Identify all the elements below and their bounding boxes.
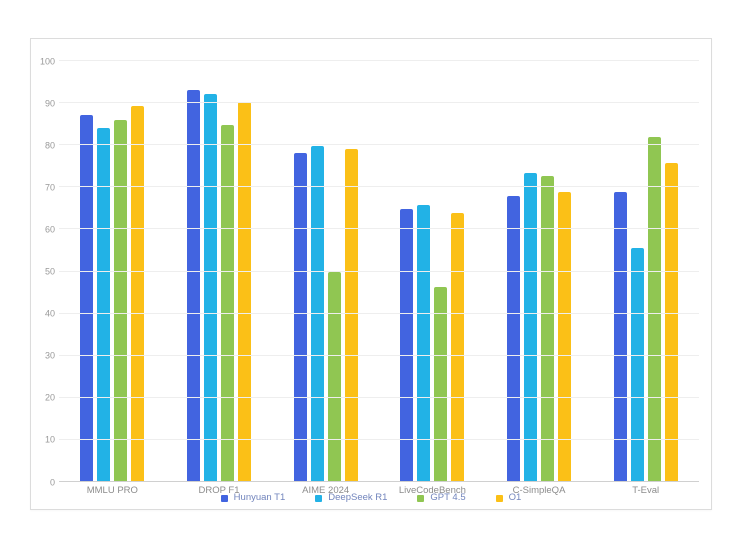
gridline-80 (59, 144, 699, 146)
legend-item-o1: O1 (495, 492, 522, 504)
bar-hunyuan-t1-c-simpleqa (507, 196, 521, 482)
bar-gpt-4-5-t-eval (647, 137, 661, 482)
gridline-30 (59, 354, 699, 356)
bar-deepseek-r1-t-eval (630, 247, 644, 482)
bar-deepseek-r1-mmlu-pro (97, 128, 111, 482)
x-axis-category-label-drop-f1: DROP F1 (198, 485, 240, 496)
bar-deepseek-r1-aime-2024 (310, 146, 324, 482)
x-axis-category-label-c-simpleqa: C-SimpleQA (512, 485, 566, 496)
y-axis-tick-label-30: 30 (44, 350, 55, 361)
bar-hunyuan-t1-mmlu-pro (80, 114, 94, 482)
bar-o1-drop-f1 (238, 102, 251, 482)
legend-item-hunyuan-t1: Hunyuan T1 (220, 492, 286, 504)
plot-area: 0 10 20 30 40 50 60 70 80 90 100 (40, 57, 699, 487)
bar-group-livecodebench (379, 61, 486, 482)
y-axis-tick-label-70: 70 (44, 182, 55, 193)
legend-label-deepseek-r1: DeepSeek R1 (328, 492, 388, 504)
x-axis-category-label-livecodebench: LiveCodeBench (398, 485, 466, 496)
bar-group-drop-f1 (166, 61, 273, 482)
x-axis-category-label-aime-2024: AIME 2024 (302, 485, 350, 496)
bar-gpt-4-5-drop-f1 (221, 125, 234, 482)
legend-label-gpt-4-5: GPT 4.5 (430, 492, 466, 504)
legend-swatch-icon-o1 (495, 494, 503, 502)
legend-item-deepseek-r1: DeepSeek R1 (315, 493, 387, 503)
bar-o1-c-simpleqa (558, 191, 572, 482)
legend: Hunyuan T1 DeepSeek R1 GPT 4.5 O1 (31, 491, 711, 505)
legend-label-hunyuan-t1: Hunyuan T1 (233, 492, 286, 504)
y-axis-tick-label-50: 50 (44, 266, 55, 277)
bar-deepseek-r1-livecodebench (417, 204, 431, 482)
gridline-70 (59, 186, 699, 188)
legend-item-gpt-4-5: GPT 4.5 (417, 492, 466, 504)
bar-gpt-4-5-mmlu-pro (114, 119, 128, 482)
y-axis-tick-label-0: 0 (49, 477, 55, 487)
y-axis-tick-label-40: 40 (44, 308, 55, 319)
legend-swatch-icon-hunyuan-t1 (220, 494, 228, 502)
chart-panel: 0 10 20 30 40 50 60 70 80 90 100 MMLU PRO DROP F1 AI… (30, 38, 712, 510)
bar-gpt-4-5-aime-2024 (327, 271, 341, 482)
gridline-50 (59, 270, 699, 272)
bar-gpt-4-5-livecodebench (434, 286, 448, 482)
bar-groups (59, 61, 699, 482)
gridline-40 (59, 312, 699, 314)
bar-group-t-eval (592, 61, 699, 482)
bar-hunyuan-t1-aime-2024 (293, 152, 307, 482)
legend-swatch-icon-deepseek-r1 (315, 494, 323, 502)
y-axis-tick-label-100: 100 (39, 56, 55, 66)
y-axis-tick-label-80: 80 (44, 140, 55, 151)
legend-label-o1: O1 (508, 492, 522, 504)
bar-o1-aime-2024 (344, 148, 358, 482)
y-axis-tick-label-20: 20 (44, 392, 55, 403)
gridline-60 (59, 228, 699, 230)
x-axis-category-row: MMLU PRO DROP F1 AIME 2024 LiveCodeBench C-S… (59, 486, 699, 496)
gridline-90 (59, 102, 699, 104)
x-axis-category-label-mmlu-pro: MMLU PRO (86, 485, 138, 496)
bar-hunyuan-t1-drop-f1 (187, 90, 200, 482)
bar-o1-mmlu-pro (131, 106, 145, 482)
bar-group-aime-2024 (272, 61, 379, 482)
bar-deepseek-r1-c-simpleqa (524, 173, 538, 482)
bar-group-c-simpleqa (486, 61, 593, 482)
bar-o1-livecodebench (451, 212, 465, 482)
y-axis-tick-label-60: 60 (44, 224, 55, 235)
bar-gpt-4-5-c-simpleqa (541, 176, 555, 482)
bar-deepseek-r1-drop-f1 (204, 93, 217, 482)
y-axis-tick-label-90: 90 (44, 98, 55, 109)
gridline-20 (59, 396, 699, 398)
y-axis-tick-label-10: 10 (44, 434, 55, 445)
x-axis-category-label-t-eval: T-Eval (632, 485, 660, 496)
legend-swatch-icon-gpt-4-5 (417, 494, 425, 502)
gridline-10 (59, 438, 699, 440)
gridline-100 (59, 60, 699, 61)
x-axis-line (59, 481, 699, 482)
bar-o1-t-eval (664, 163, 678, 482)
bar-group-mmlu-pro (59, 61, 166, 482)
bar-hunyuan-t1-t-eval (613, 191, 627, 482)
bar-hunyuan-t1-livecodebench (400, 208, 414, 482)
